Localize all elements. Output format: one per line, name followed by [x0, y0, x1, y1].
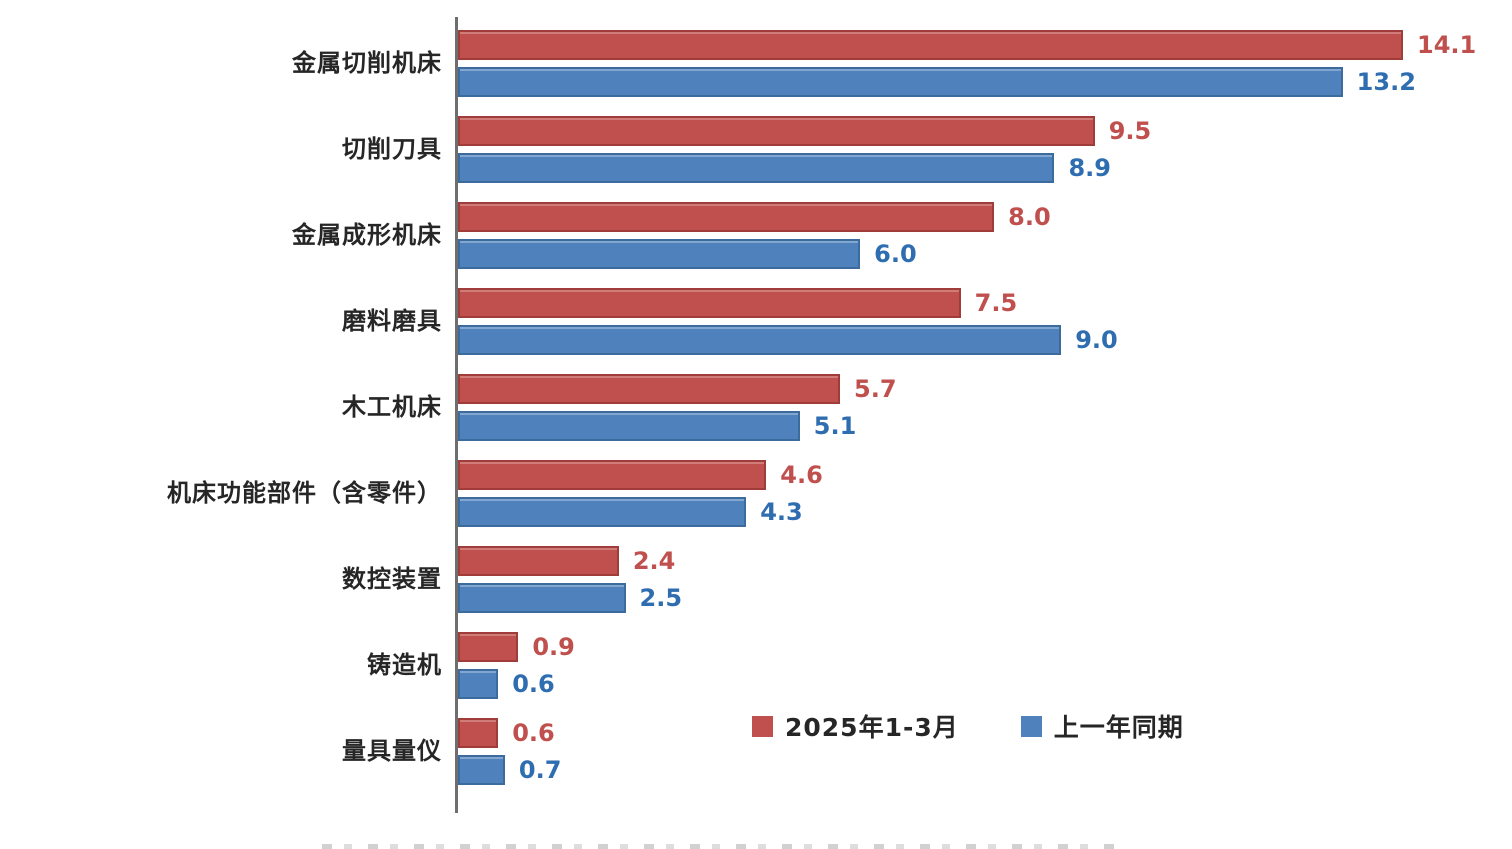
bar-row: 6.0	[458, 239, 1051, 269]
category-label: 量具量仪	[342, 737, 442, 766]
value-label: 14.1	[1417, 31, 1477, 59]
bar-previous-period	[458, 239, 861, 269]
bar-previous-period	[458, 153, 1055, 183]
category-label: 木工机床	[342, 393, 442, 422]
bar-row: 0.7	[458, 755, 561, 785]
bar-current-period	[458, 718, 499, 748]
bar-row: 5.1	[458, 411, 897, 441]
category-group: 金属成形机床 8.0 6.0	[0, 202, 1512, 269]
bar-row: 8.9	[458, 153, 1151, 183]
bar-previous-period	[458, 755, 505, 785]
bar-row: 2.4	[458, 546, 682, 576]
value-label: 0.6	[512, 670, 555, 698]
category-label: 切削刀具	[342, 135, 442, 164]
bar-row: 9.0	[458, 325, 1118, 355]
category-label: 机床功能部件（含零件）	[167, 479, 442, 508]
value-label: 9.5	[1108, 117, 1152, 145]
bar-current-period	[458, 288, 961, 318]
legend-item-previous-period: 上一年同期	[1020, 708, 1184, 744]
value-label: 8.0	[1008, 203, 1051, 231]
bar-previous-period	[458, 411, 800, 441]
y-axis-line	[455, 17, 458, 813]
legend: 2025年1-3月 上一年同期	[752, 708, 1184, 744]
value-label: 8.9	[1068, 154, 1111, 182]
bar-row: 7.5	[458, 288, 1118, 318]
category-label: 金属切削机床	[292, 49, 442, 78]
category-group: 铸造机 0.9 0.6	[0, 632, 1512, 699]
legend-label-previous-period: 上一年同期	[1053, 713, 1184, 742]
value-label: 4.6	[780, 461, 823, 489]
category-group: 量具量仪 0.6 0.7	[0, 718, 1512, 785]
legend-item-current-period: 2025年1-3月	[752, 708, 959, 744]
bar-row: 0.6	[458, 669, 575, 699]
bar-row: 2.5	[458, 583, 682, 613]
bar-current-period	[458, 460, 767, 490]
bar-row: 0.6	[458, 718, 561, 748]
category-group: 金属切削机床 14.1 13.2	[0, 30, 1512, 97]
plot-rows: 金属切削机床 14.1 13.2 切削刀具 9.5 8.9 金属成形机床 8.0 6.0 磨料磨具…	[0, 30, 1512, 804]
value-label: 2.5	[639, 584, 683, 612]
bar-row: 5.7	[458, 374, 897, 404]
category-label: 磨料磨具	[342, 307, 442, 336]
category-bars: 0.6 0.7	[458, 718, 561, 785]
bar-row: 8.0	[458, 202, 1051, 232]
category-group: 木工机床 5.7 5.1	[0, 374, 1512, 441]
category-bars: 8.0 6.0	[458, 202, 1051, 269]
category-bars: 4.6 4.3	[458, 460, 823, 527]
value-label: 5.7	[854, 375, 897, 403]
bar-previous-period	[458, 325, 1062, 355]
bar-current-period	[458, 374, 841, 404]
value-label: 9.0	[1075, 326, 1118, 354]
category-bars: 5.7 5.1	[458, 374, 897, 441]
bar-previous-period	[458, 497, 747, 527]
bar-row: 13.2	[458, 67, 1476, 97]
category-bars: 2.4 2.5	[458, 546, 682, 613]
category-bars: 7.5 9.0	[458, 288, 1118, 355]
category-label: 金属成形机床	[292, 221, 442, 250]
bar-previous-period	[458, 669, 499, 699]
legend-swatch-blue-icon	[1020, 715, 1042, 737]
value-label: 4.3	[760, 498, 803, 526]
category-group: 切削刀具 9.5 8.9	[0, 116, 1512, 183]
value-label: 6.0	[874, 240, 917, 268]
legend-swatch-red-icon	[752, 715, 773, 737]
truncated-caption-fragment	[322, 844, 1122, 849]
category-bars: 14.1 13.2	[458, 30, 1476, 97]
category-bars: 9.5 8.9	[458, 116, 1151, 183]
bar-row: 9.5	[458, 116, 1151, 146]
category-label: 数控装置	[342, 565, 442, 594]
value-label: 0.9	[532, 633, 575, 661]
bar-current-period	[458, 546, 619, 576]
bar-current-period	[458, 632, 519, 662]
category-label: 铸造机	[367, 651, 442, 680]
category-group: 机床功能部件（含零件） 4.6 4.3	[0, 460, 1512, 527]
bar-row: 4.6	[458, 460, 823, 490]
category-bars: 0.9 0.6	[458, 632, 575, 699]
value-label: 0.7	[518, 756, 562, 784]
bar-previous-period	[458, 583, 626, 613]
value-label: 2.4	[632, 547, 676, 575]
bar-row: 14.1	[458, 30, 1476, 60]
category-group: 数控装置 2.4 2.5	[0, 546, 1512, 613]
bar-current-period	[458, 30, 1403, 60]
value-label: 13.2	[1356, 68, 1416, 96]
category-group: 磨料磨具 7.5 9.0	[0, 288, 1512, 355]
bar-current-period	[458, 116, 1095, 146]
value-label: 5.1	[813, 412, 857, 440]
legend-label-current-period: 2025年1-3月	[785, 713, 959, 742]
value-label: 7.5	[974, 289, 1018, 317]
bar-row: 4.3	[458, 497, 823, 527]
bar-row: 0.9	[458, 632, 575, 662]
bar-previous-period	[458, 67, 1343, 97]
value-label: 0.6	[512, 719, 555, 747]
bar-current-period	[458, 202, 995, 232]
